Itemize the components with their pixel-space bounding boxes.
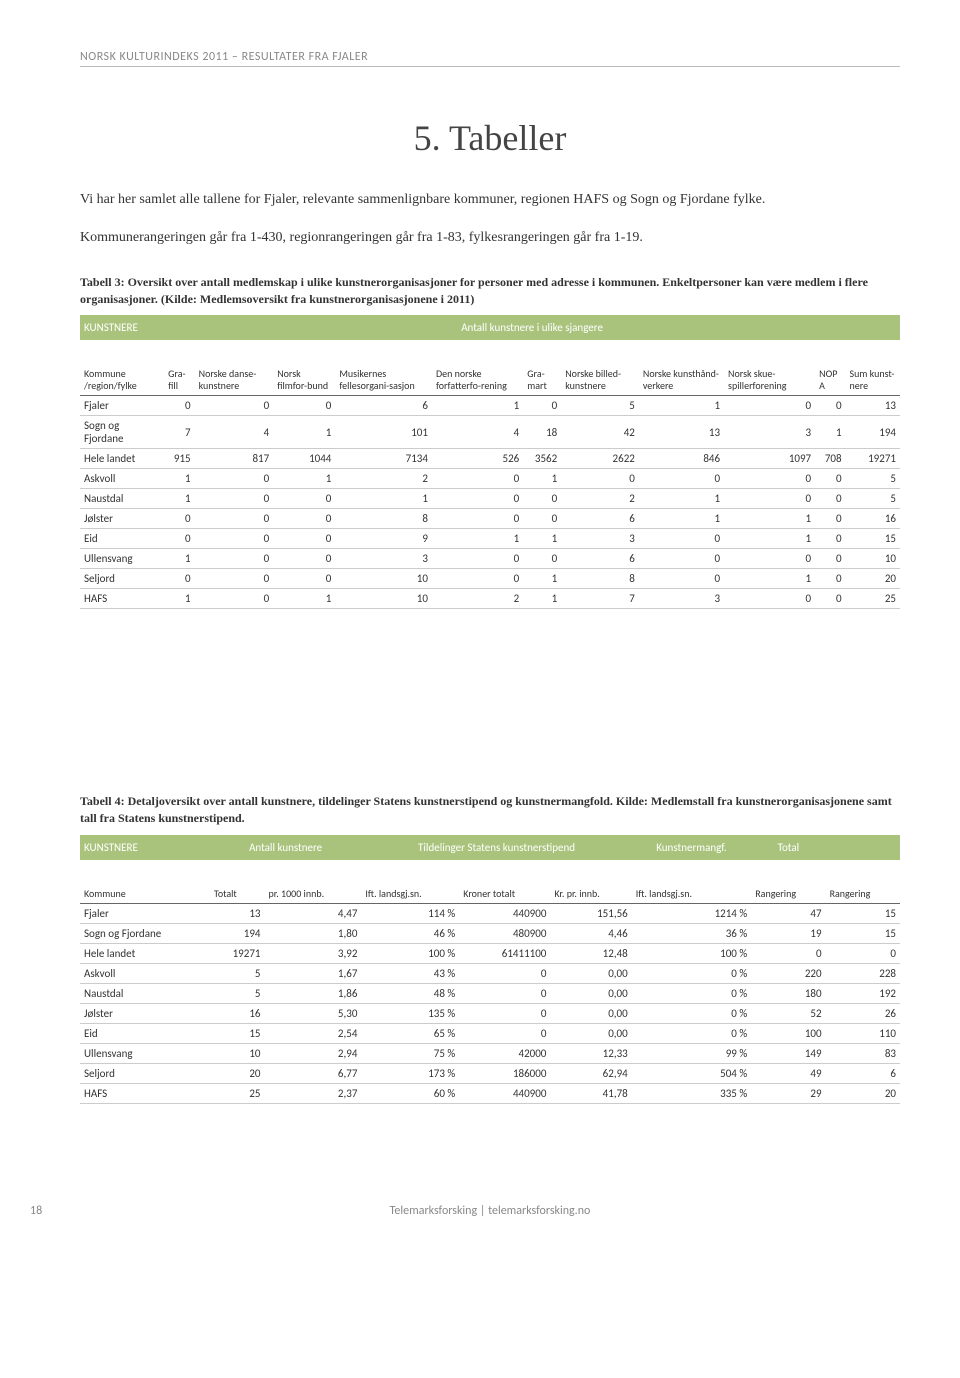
table3-section-span: Antall kunstnere i ulike sjangere	[164, 315, 900, 340]
page-footer: 18 Telemarksforsking | telemarksforsking…	[80, 1204, 900, 1218]
table-row: Ullensvang102,9475 %4200012,3399 %14983	[80, 1044, 900, 1064]
col-header: Norske kunsthånd-verkere	[639, 364, 724, 396]
table-row: Hele landet192713,92100 %6141110012,4810…	[80, 944, 900, 964]
page-number: 18	[30, 1204, 42, 1218]
intro-paragraph-2: Kommunerangeringen går fra 1-430, region…	[80, 227, 900, 249]
table4-section-header: KUNSTNERE Antall kunstnere Tildelinger S…	[80, 835, 900, 860]
table-row: Eid000911301015	[80, 529, 900, 549]
col-header: Norsk filmfor-bund	[273, 364, 335, 396]
col-header: Norske danse-kunstnere	[195, 364, 274, 396]
col-header: Ift. landsgj.sn.	[361, 884, 459, 904]
table-row: Naustdal10010021005	[80, 489, 900, 509]
table-row: HAFS1011021730025	[80, 589, 900, 609]
table-row: Sogn og Fjordane1941,8046 %4809004,4636 …	[80, 924, 900, 944]
table4-section-label: KUNSTNERE	[80, 835, 210, 860]
table3-section-label: KUNSTNERE	[80, 315, 164, 340]
table-row: Jølster000800611016	[80, 509, 900, 529]
col-header: Kommune /region/fylke	[80, 364, 164, 396]
col-header: Ift. landsgj.sn.	[632, 884, 752, 904]
col-header: Norsk skue-spillerforening	[724, 364, 815, 396]
col-header: Totalt	[210, 884, 265, 904]
col-header: Kr. pr. innb.	[550, 884, 631, 904]
col-header: Musikernes fellesorgani-sasjon	[335, 364, 432, 396]
col-header: Kroner totalt	[459, 884, 550, 904]
table-row: HAFS252,3760 %44090041,78335 %2920	[80, 1084, 900, 1104]
table3-column-headers: Kommune /region/fylkeGra-fillNorske dans…	[80, 364, 900, 396]
table-row: Fjaler000610510013	[80, 396, 900, 416]
table-row: Fjaler134,47114 %440900151,561214 %4715	[80, 904, 900, 924]
table4-column-headers: KommuneTotaltpr. 1000 innb.Ift. landsgj.…	[80, 884, 900, 904]
table-row: Naustdal51,8648 %00,000 %180192	[80, 984, 900, 1004]
col-header: Sum kunst-nere	[846, 364, 900, 396]
table-row: Jølster165,30135 %00,000 %5226	[80, 1004, 900, 1024]
header-rule	[80, 66, 900, 67]
table3-caption: Tabell 3: Oversikt over antall medlemska…	[80, 274, 900, 308]
col-header: Gra-fill	[164, 364, 194, 396]
col-header: Rangering	[826, 884, 900, 904]
table3: KUNSTNERE Antall kunstnere i ulike sjang…	[80, 315, 900, 609]
table-row: Askvoll51,6743 %00,000 %220228	[80, 964, 900, 984]
intro-paragraph-1: Vi har her samlet alle tallene for Fjale…	[80, 189, 900, 211]
table-row: Askvoll10120100005	[80, 469, 900, 489]
table-row: Eid152,5465 %00,000 %100110	[80, 1024, 900, 1044]
table-row: Ullensvang100300600010	[80, 549, 900, 569]
col-header: Gra-mart	[523, 364, 561, 396]
table-row: Seljord206,77173 %18600062,94504 %496	[80, 1064, 900, 1084]
col-header: Den norske forfatterfo-rening	[432, 364, 523, 396]
running-header: NORSK KULTURINDEKS 2011 – RESULTATER FRA…	[80, 50, 900, 64]
page-title: 5. Tabeller	[80, 117, 900, 159]
col-header: NOP A	[815, 364, 845, 396]
col-header: Kommune	[80, 884, 210, 904]
col-header: Rangering	[751, 884, 825, 904]
table3-section-header: KUNSTNERE Antall kunstnere i ulike sjang…	[80, 315, 900, 340]
table-row: Hele landet91581710447134526356226228461…	[80, 449, 900, 469]
table4: KUNSTNERE Antall kunstnere Tildelinger S…	[80, 835, 900, 1105]
table-row: Seljord0001001801020	[80, 569, 900, 589]
table-row: Sogn og Fjordane741101418421331194	[80, 416, 900, 449]
col-header: pr. 1000 innb.	[264, 884, 361, 904]
footer-text: Telemarksforsking | telemarksforsking.no	[390, 1204, 591, 1218]
col-header: Norske billed-kunstnere	[561, 364, 639, 396]
table4-caption: Tabell 4: Detaljoversikt over antall kun…	[80, 793, 900, 827]
